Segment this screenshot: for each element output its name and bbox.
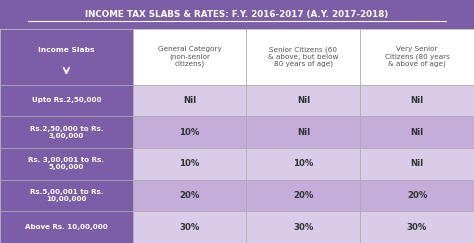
Bar — [360, 85, 474, 116]
Bar — [0, 148, 133, 180]
Text: 30%: 30% — [293, 223, 313, 232]
Text: Rs.5,00,001 to Rs.
10,00,000: Rs.5,00,001 to Rs. 10,00,000 — [29, 189, 103, 202]
Text: Rs. 3,00,001 to Rs.
5,00,000: Rs. 3,00,001 to Rs. 5,00,000 — [28, 157, 104, 170]
Text: 30%: 30% — [407, 223, 427, 232]
Bar — [133, 211, 246, 243]
Bar — [133, 148, 246, 180]
Bar — [246, 116, 360, 148]
Text: Senior Citizens (60
& above, but below
80 years of age): Senior Citizens (60 & above, but below 8… — [268, 46, 338, 67]
Text: INCOME TAX SLABS & RATES: F.Y. 2016-2017 (A.Y. 2017-2018): INCOME TAX SLABS & RATES: F.Y. 2016-2017… — [85, 10, 389, 19]
Bar — [133, 116, 246, 148]
Bar — [0, 29, 133, 85]
Text: Nil: Nil — [410, 128, 424, 137]
Text: 10%: 10% — [180, 128, 200, 137]
Bar — [360, 116, 474, 148]
Text: Nil: Nil — [410, 96, 424, 105]
Text: Income Slabs: Income Slabs — [38, 47, 95, 53]
Bar — [0, 211, 133, 243]
Text: 10%: 10% — [180, 159, 200, 168]
Text: 20%: 20% — [293, 191, 313, 200]
Bar — [360, 29, 474, 85]
Text: 20%: 20% — [180, 191, 200, 200]
Bar — [0, 116, 133, 148]
Text: Above Rs. 10,00,000: Above Rs. 10,00,000 — [25, 224, 108, 230]
Bar — [246, 180, 360, 211]
Bar — [0, 180, 133, 211]
Text: Nil: Nil — [410, 159, 424, 168]
Bar — [133, 85, 246, 116]
Bar — [133, 180, 246, 211]
Bar — [133, 29, 246, 85]
Bar — [246, 211, 360, 243]
Text: Nil: Nil — [297, 128, 310, 137]
Text: Rs.2,50,000 to Rs.
3,00,000: Rs.2,50,000 to Rs. 3,00,000 — [29, 126, 103, 139]
Bar — [0, 0, 474, 29]
Bar — [360, 211, 474, 243]
Text: Nil: Nil — [183, 96, 196, 105]
Text: Nil: Nil — [297, 96, 310, 105]
Text: General Category
(non-senior
citizens): General Category (non-senior citizens) — [158, 46, 221, 67]
Text: 20%: 20% — [407, 191, 427, 200]
Text: 30%: 30% — [180, 223, 200, 232]
Bar — [246, 29, 360, 85]
Bar — [0, 85, 133, 116]
Bar — [360, 180, 474, 211]
Text: 10%: 10% — [293, 159, 313, 168]
Bar — [246, 148, 360, 180]
Bar — [360, 148, 474, 180]
Bar — [246, 85, 360, 116]
Text: Upto Rs.2,50,000: Upto Rs.2,50,000 — [32, 97, 101, 104]
Text: Very Senior
Citizens (80 years
& above of age): Very Senior Citizens (80 years & above o… — [385, 46, 449, 67]
